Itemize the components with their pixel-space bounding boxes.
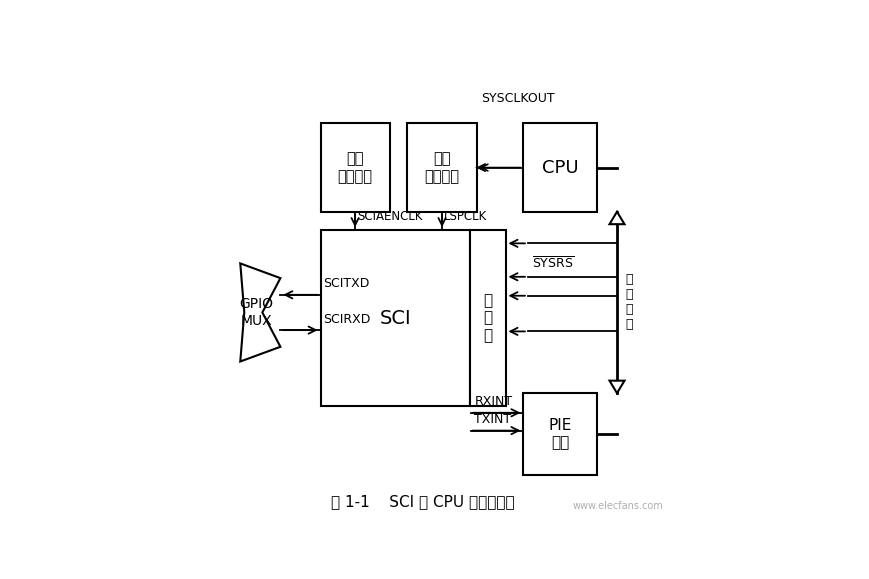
Text: RXINT: RXINT [474, 395, 513, 408]
Text: 图 1-1    SCI 与 CPU 之间的接口: 图 1-1 SCI 与 CPU 之间的接口 [331, 494, 515, 510]
Polygon shape [609, 380, 625, 393]
Bar [523, 123, 597, 212]
Bar [470, 230, 506, 406]
Polygon shape [241, 263, 281, 361]
Text: SCIAENCLK: SCIAENCLK [357, 210, 423, 223]
Text: SCI: SCI [380, 309, 411, 328]
Bar [523, 393, 597, 475]
Text: SYSCLKOUT: SYSCLKOUT [481, 92, 554, 105]
Text: $\overline{\mathrm{SYSRS}}$: $\overline{\mathrm{SYSRS}}$ [533, 256, 574, 272]
Text: SCIRXD: SCIRXD [322, 313, 370, 325]
Text: PIE
模块: PIE 模块 [548, 417, 572, 450]
Text: 外
设
总
线: 外 设 总 线 [625, 273, 633, 331]
Text: SCITXD: SCITXD [322, 277, 369, 290]
Text: 低通
预分频器: 低通 预分频器 [425, 151, 460, 184]
Bar [408, 123, 476, 212]
Text: 寄
存
器: 寄 存 器 [483, 293, 492, 343]
Polygon shape [609, 212, 625, 224]
Text: 系统
控制模块: 系统 控制模块 [337, 151, 373, 184]
Bar [321, 123, 389, 212]
Bar [321, 230, 470, 406]
Text: www.elecfans.com: www.elecfans.com [573, 501, 664, 511]
Text: CPU: CPU [542, 159, 579, 177]
Text: LSPCLK: LSPCLK [444, 210, 488, 223]
Text: GPIO
MUX: GPIO MUX [239, 298, 274, 328]
Text: TXINT: TXINT [474, 413, 512, 426]
